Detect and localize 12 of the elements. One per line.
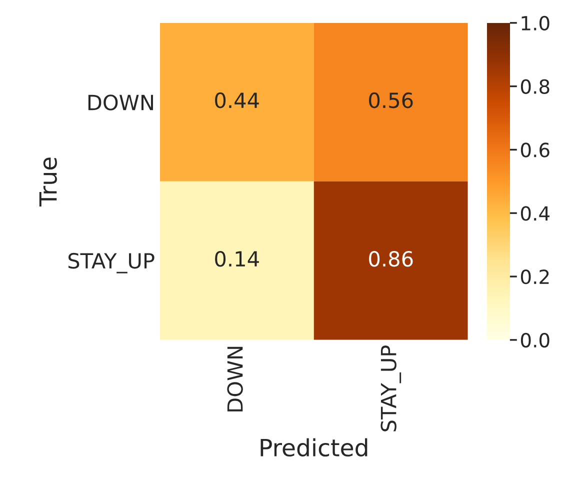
color-bar-label: 0.0 [520, 332, 550, 348]
color-bar-label: 1.0 [522, 16, 550, 31]
color-bar-label: 0.6 [520, 142, 550, 158]
data-label: 0.44 [215, 92, 259, 108]
data-label: 0.86 [369, 250, 413, 267]
data-label: 0.56 [369, 92, 413, 108]
color-bar-label: 0.4 [520, 206, 550, 221]
x-axis-title: Predicted [260, 438, 368, 457]
data-label: 0.14 [215, 250, 259, 267]
color-bar-label: 0.8 [520, 79, 550, 94]
color-bar-label: 0.2 [520, 269, 549, 284]
y-axis-title: True [39, 158, 57, 207]
